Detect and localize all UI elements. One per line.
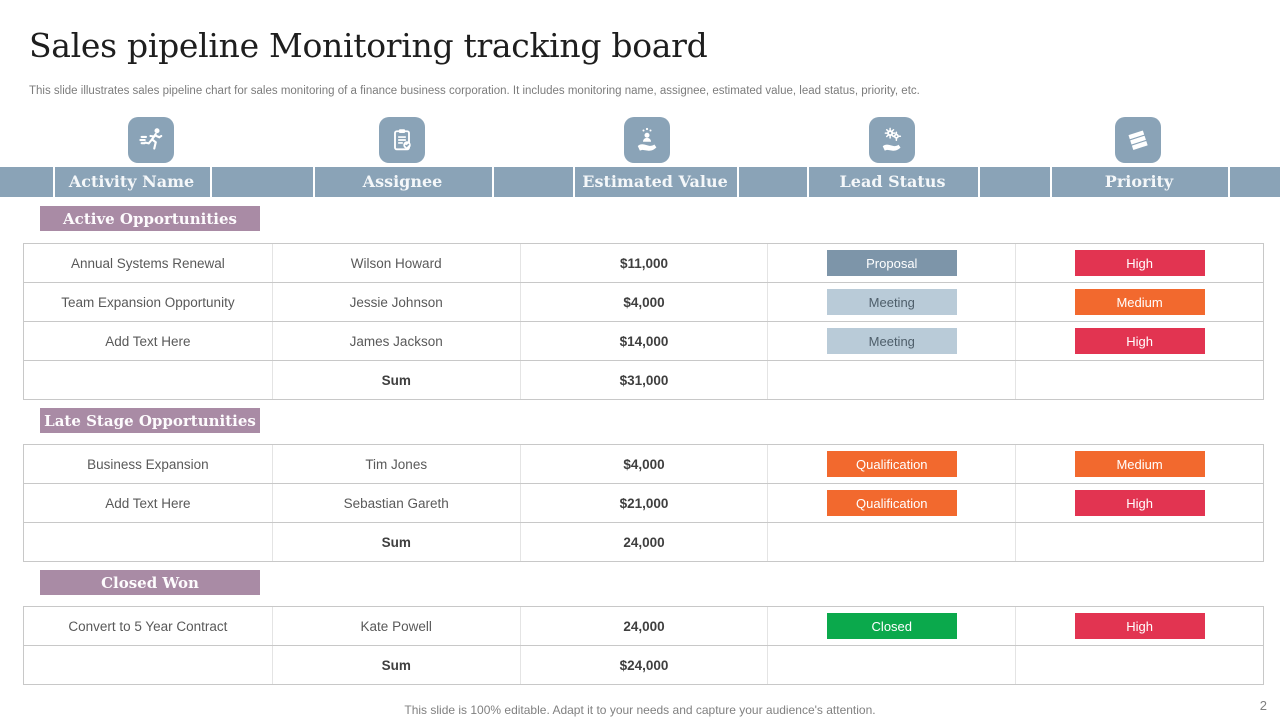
runner-icon (139, 128, 163, 150)
assignee-cell: James Jackson (271, 322, 520, 360)
table-row: Convert to 5 Year Contract Kate Powell 2… (24, 607, 1263, 646)
sum-row: Sum $31,000 (24, 361, 1263, 399)
section-badge-closed-won: Closed Won (40, 570, 260, 595)
sum-value: 24,000 (519, 523, 768, 561)
priority-chip[interactable]: Medium (1074, 289, 1205, 315)
header-divider (313, 167, 315, 197)
active-opportunities-table: Annual Systems Renewal Wilson Howard $11… (23, 243, 1264, 400)
value-cell: 24,000 (519, 607, 768, 645)
sum-label: Sum (271, 646, 520, 684)
priority-chip[interactable]: High (1074, 328, 1205, 354)
lead-status-chip[interactable]: Meeting (826, 328, 957, 354)
header-divider (53, 167, 55, 197)
column-header-priority: Priority (1104, 172, 1174, 191)
column-header-lead-status: Lead Status (839, 172, 946, 191)
sum-label: Sum (271, 523, 520, 561)
header-divider (978, 167, 980, 197)
activity-cell: Business Expansion (87, 456, 209, 472)
section-badge-active-opportunities: Active Opportunities (40, 206, 260, 231)
table-row: Annual Systems Renewal Wilson Howard $11… (24, 244, 1263, 283)
activity-cell: Convert to 5 Year Contract (68, 618, 228, 634)
sum-value: $31,000 (519, 361, 768, 399)
table-row: Add Text Here Sebastian Gareth $21,000 Q… (24, 484, 1263, 523)
column-header-row: Activity Name Assignee Estimated Value L… (0, 167, 1280, 197)
header-divider (1228, 167, 1230, 197)
priority-chip[interactable]: High (1074, 490, 1205, 516)
activity-cell: Team Expansion Opportunity (61, 294, 235, 310)
activity-cell-placeholder[interactable]: Add Text Here (105, 333, 191, 349)
lead-status-chip[interactable]: Meeting (826, 289, 957, 315)
priority-icon-tile (1115, 117, 1161, 163)
lead-status-chip[interactable]: Closed (826, 613, 957, 639)
priority-chip[interactable]: High (1074, 613, 1205, 639)
clipboard-check-icon (394, 129, 411, 151)
lead-status-chip[interactable]: Qualification (826, 490, 957, 516)
column-header-estimated-value: Estimated Value (582, 172, 728, 191)
header-divider (1050, 167, 1052, 197)
hand-person-icon (637, 127, 657, 151)
activity-cell-placeholder[interactable]: Add Text Here (105, 495, 191, 511)
assignee-icon-tile (379, 117, 425, 163)
priority-chip[interactable]: Medium (1074, 451, 1205, 477)
lead-status-chip[interactable]: Proposal (826, 250, 957, 276)
assignee-cell: Wilson Howard (271, 244, 520, 282)
assignee-cell: Jessie Johnson (271, 283, 520, 321)
value-cell: $4,000 (519, 445, 768, 483)
value-cell: $21,000 (519, 484, 768, 522)
priority-chip[interactable]: High (1074, 250, 1205, 276)
value-cell: $14,000 (519, 322, 768, 360)
page-number: 2 (1259, 698, 1267, 713)
assignee-cell: Kate Powell (271, 607, 520, 645)
estimated-value-icon-tile (624, 117, 670, 163)
header-divider (737, 167, 739, 197)
lead-status-icon-tile (869, 117, 915, 163)
value-cell: $4,000 (519, 283, 768, 321)
page-title: Sales pipeline Monitoring tracking board (29, 26, 708, 65)
sum-value: $24,000 (519, 646, 768, 684)
column-header-assignee: Assignee (362, 172, 443, 191)
late-stage-opportunities-table: Business Expansion Tim Jones $4,000 Qual… (23, 444, 1264, 562)
header-divider (807, 167, 809, 197)
table-row: Business Expansion Tim Jones $4,000 Qual… (24, 445, 1263, 484)
sum-label: Sum (271, 361, 520, 399)
header-divider (573, 167, 575, 197)
table-row: Team Expansion Opportunity Jessie Johnso… (24, 283, 1263, 322)
priority-tickets-icon (1127, 129, 1149, 152)
closed-won-table: Convert to 5 Year Contract Kate Powell 2… (23, 606, 1264, 685)
footer-note: This slide is 100% editable. Adapt it to… (404, 703, 876, 717)
header-divider (210, 167, 212, 197)
section-badge-late-stage-opportunities: Late Stage Opportunities (40, 408, 260, 433)
column-header-activity-name: Activity Name (68, 172, 195, 191)
header-divider (492, 167, 494, 197)
assignee-cell: Tim Jones (271, 445, 520, 483)
assignee-cell: Sebastian Gareth (271, 484, 520, 522)
hand-gears-icon (882, 127, 902, 151)
activity-cell: Annual Systems Renewal (70, 255, 225, 271)
lead-status-chip[interactable]: Qualification (826, 451, 957, 477)
sum-row: Sum 24,000 (24, 523, 1263, 561)
page-subtitle: This slide illustrates sales pipeline ch… (29, 85, 920, 97)
value-cell: $11,000 (519, 244, 768, 282)
activity-icon-tile (128, 117, 174, 163)
table-row: Add Text Here James Jackson $14,000 Meet… (24, 322, 1263, 361)
sum-row: Sum $24,000 (24, 646, 1263, 684)
